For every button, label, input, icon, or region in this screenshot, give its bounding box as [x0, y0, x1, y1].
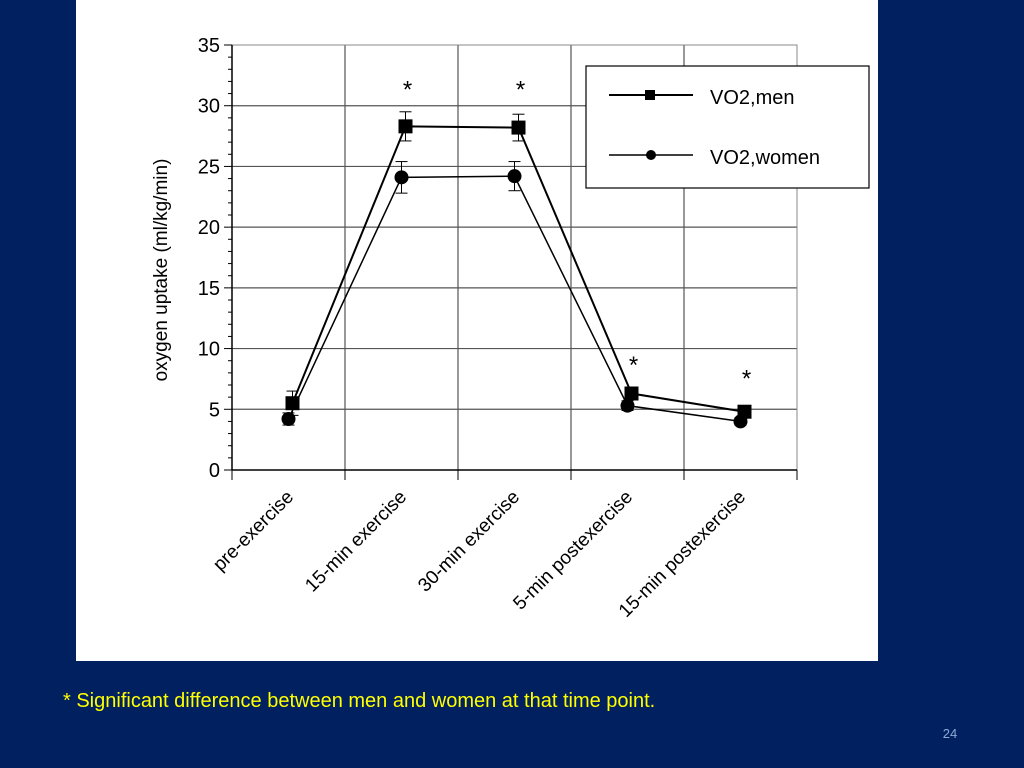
data-point: [281, 412, 296, 426]
x-tick-label: 15-min postexercise: [615, 487, 750, 622]
significance-star: *: [516, 77, 525, 104]
series-line: [287, 175, 741, 423]
data-point: [285, 396, 300, 411]
legend: VO2,men VO2,women: [585, 65, 870, 189]
x-tick-label: 5-min postexercise: [509, 487, 637, 615]
legend-men-marker: [645, 90, 655, 100]
legend-box: [585, 65, 870, 189]
y-tick-label: 25: [198, 156, 220, 178]
y-tick-label: 5: [209, 399, 220, 421]
legend-men-label: VO2,men: [710, 87, 794, 109]
y-tick-label: 10: [198, 339, 220, 361]
y-tick-label: 15: [198, 278, 220, 300]
footnote: * Significant difference between men and…: [63, 690, 656, 712]
x-tick-label: 15-min exercise: [301, 487, 411, 597]
legend-women-label: VO2,women: [710, 147, 820, 169]
x-tick-label: pre-exercise: [209, 487, 298, 576]
data-point: [398, 119, 413, 134]
figure-panel: 0 5 10 15 20 25 30 35 pre-exercise 15-min exerci…: [76, 0, 878, 661]
oxygen-uptake-chart: 0 5 10 15 20 25 30 35 pre-exercise 15-min exerci…: [151, 35, 870, 622]
significance-star: *: [742, 366, 751, 393]
axes: [224, 44, 798, 480]
y-tick-label: 30: [198, 96, 220, 118]
series-women: [281, 161, 748, 429]
x-tick-label: 30-min exercise: [414, 487, 524, 597]
significance-star: *: [403, 77, 412, 104]
significance-star: *: [629, 352, 638, 379]
y-tick-labels: 0 5 10 15 20 25 30 35: [198, 35, 220, 482]
data-point: [624, 386, 639, 401]
data-point: [511, 120, 526, 135]
series-men: [285, 111, 752, 419]
data-series: [281, 111, 752, 429]
y-axis-label: oxygen uptake (ml/kg/min): [151, 159, 172, 382]
significance-markers: * * * *: [403, 77, 751, 393]
y-tick-label: 0: [209, 460, 220, 482]
y-tick-label: 20: [198, 217, 220, 239]
legend-women-marker: [646, 150, 656, 160]
data-point: [394, 170, 409, 185]
slide-number: 24: [942, 726, 958, 741]
data-point: [620, 398, 635, 413]
x-tick-labels: pre-exercise 15-min exercise 30-min exerci…: [209, 487, 750, 622]
y-tick-label: 35: [198, 35, 220, 57]
data-point: [507, 169, 522, 184]
data-point: [733, 414, 748, 429]
